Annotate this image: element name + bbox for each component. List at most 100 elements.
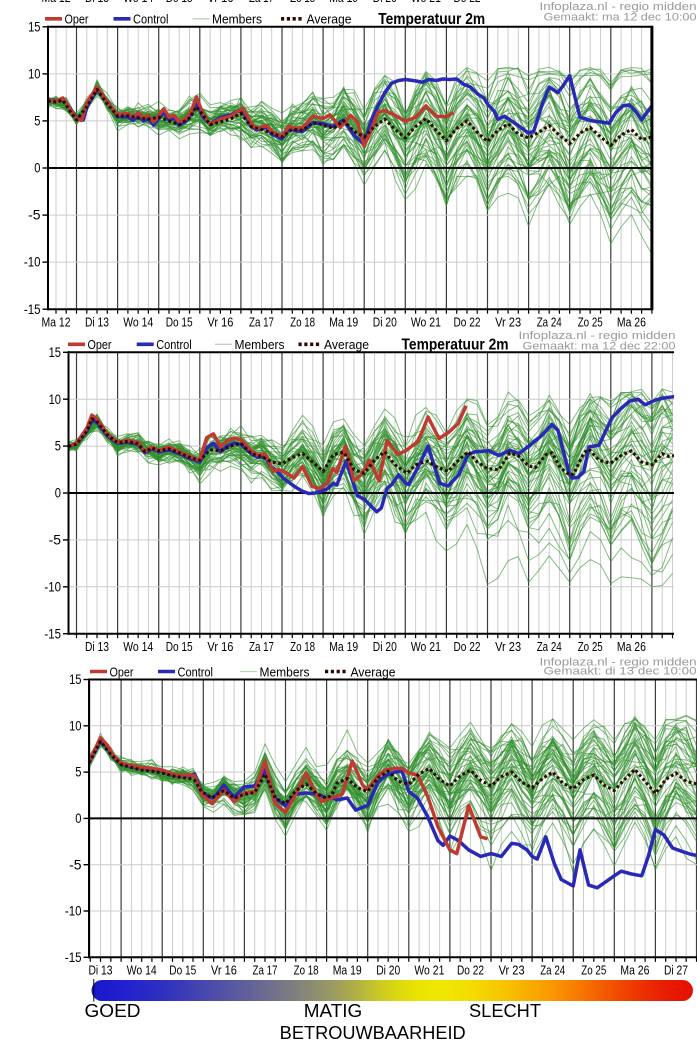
- svg-text:5: 5: [75, 765, 81, 780]
- svg-text:Average: Average: [324, 337, 369, 352]
- svg-text:Di 20: Di 20: [373, 315, 397, 330]
- svg-text:Do 15: Do 15: [166, 0, 193, 5]
- svg-text:0: 0: [55, 486, 61, 501]
- svg-text:15: 15: [28, 19, 40, 34]
- svg-text:GOED: GOED: [85, 1001, 141, 1021]
- svg-text:15: 15: [69, 672, 81, 687]
- svg-text:-10: -10: [24, 255, 41, 270]
- svg-text:Do 15: Do 15: [166, 315, 193, 330]
- svg-text:Temperatuur 2m: Temperatuur 2m: [402, 337, 509, 354]
- svg-text:Zo 25: Zo 25: [578, 315, 603, 330]
- svg-text:Zo 18: Zo 18: [290, 639, 315, 654]
- svg-text:Ma 26: Ma 26: [620, 963, 649, 978]
- svg-text:Vr 16: Vr 16: [207, 315, 233, 330]
- svg-text:Wo 21: Wo 21: [411, 315, 441, 330]
- svg-text:Wo 21: Wo 21: [411, 639, 441, 654]
- svg-text:Oper: Oper: [110, 664, 135, 679]
- svg-text:Za 17: Za 17: [249, 0, 274, 5]
- svg-text:Wo 14: Wo 14: [123, 315, 153, 330]
- svg-text:Za 24: Za 24: [540, 963, 565, 978]
- svg-text:Ma 12: Ma 12: [42, 315, 71, 330]
- svg-text:Do 22: Do 22: [454, 0, 481, 5]
- svg-text:Vr 23: Vr 23: [495, 639, 521, 654]
- svg-text:Members: Members: [212, 12, 262, 27]
- svg-text:Wo 21: Wo 21: [411, 0, 441, 5]
- svg-text:Di 20: Di 20: [373, 639, 397, 654]
- svg-text:Ma 26: Ma 26: [617, 315, 646, 330]
- svg-text:Zo 18: Zo 18: [290, 0, 315, 5]
- svg-text:-15: -15: [65, 950, 82, 965]
- svg-text:Do 22: Do 22: [457, 963, 484, 978]
- svg-text:Gemaakt: ma 12 dec 10:00: Gemaakt: ma 12 dec 10:00: [544, 12, 697, 24]
- svg-text:-15: -15: [44, 626, 61, 641]
- svg-text:Di 20: Di 20: [373, 0, 397, 5]
- svg-text:Control: Control: [178, 664, 214, 679]
- svg-text:Infoplaza.nl - regio midden: Infoplaza.nl - regio midden: [519, 330, 676, 342]
- svg-text:Za 24: Za 24: [537, 315, 562, 330]
- svg-text:Wo 14: Wo 14: [127, 963, 157, 978]
- svg-text:0: 0: [75, 811, 81, 826]
- svg-text:Wo 14: Wo 14: [123, 0, 153, 5]
- svg-text:Za 17: Za 17: [249, 315, 274, 330]
- svg-text:-10: -10: [44, 579, 61, 594]
- svg-text:0: 0: [34, 161, 40, 176]
- svg-text:Infoplaza.nl - regio midden: Infoplaza.nl - regio midden: [540, 1, 697, 13]
- svg-text:10: 10: [49, 392, 61, 407]
- svg-text:Di 13: Di 13: [85, 0, 109, 5]
- svg-text:Vr 16: Vr 16: [207, 639, 233, 654]
- svg-text:Ma 19: Ma 19: [329, 639, 358, 654]
- svg-text:SLECHT: SLECHT: [469, 1001, 541, 1021]
- svg-text:Average: Average: [351, 664, 396, 679]
- svg-text:Wo 21: Wo 21: [414, 963, 444, 978]
- svg-text:Members: Members: [260, 664, 310, 679]
- svg-text:-5: -5: [28, 208, 40, 223]
- svg-text:Vr 16: Vr 16: [211, 963, 237, 978]
- svg-text:Za 24: Za 24: [537, 639, 562, 654]
- svg-text:Ma 12: Ma 12: [42, 0, 71, 5]
- svg-text:BETROUWBAARHEID: BETROUWBAARHEID: [280, 1023, 466, 1043]
- svg-text:-5: -5: [49, 533, 61, 548]
- svg-text:Di 27: Di 27: [664, 963, 688, 978]
- svg-text:Gemaakt: ma 12 dec 22:00: Gemaakt: ma 12 dec 22:00: [523, 341, 676, 353]
- svg-text:10: 10: [69, 718, 81, 733]
- svg-text:Infoplaza.nl - regio midden: Infoplaza.nl - regio midden: [540, 657, 697, 669]
- svg-text:Vr 16: Vr 16: [207, 0, 233, 5]
- svg-text:Wo 14: Wo 14: [123, 639, 153, 654]
- svg-text:Temperatuur 2m: Temperatuur 2m: [378, 11, 485, 28]
- svg-text:Ma 19: Ma 19: [329, 315, 358, 330]
- svg-text:Di 20: Di 20: [376, 963, 400, 978]
- svg-text:Zo 18: Zo 18: [294, 963, 319, 978]
- svg-text:Za 17: Za 17: [249, 639, 274, 654]
- svg-text:Ma 26: Ma 26: [617, 639, 646, 654]
- svg-text:Control: Control: [156, 337, 192, 352]
- svg-text:Members: Members: [235, 337, 285, 352]
- svg-text:Di 13: Di 13: [85, 639, 109, 654]
- svg-text:Oper: Oper: [88, 337, 113, 352]
- svg-text:Ma 19: Ma 19: [333, 963, 362, 978]
- svg-text:10: 10: [28, 67, 40, 82]
- svg-text:-5: -5: [69, 857, 81, 872]
- svg-text:MATIG: MATIG: [304, 1001, 363, 1021]
- svg-text:Zo 25: Zo 25: [581, 963, 606, 978]
- svg-text:Zo 25: Zo 25: [578, 639, 603, 654]
- svg-text:5: 5: [55, 439, 61, 454]
- svg-text:Di 13: Di 13: [85, 315, 109, 330]
- svg-text:-15: -15: [24, 302, 41, 317]
- svg-text:Oper: Oper: [65, 12, 90, 27]
- svg-text:-10: -10: [65, 904, 82, 919]
- svg-text:Do 15: Do 15: [166, 639, 193, 654]
- svg-text:Za 17: Za 17: [253, 963, 278, 978]
- svg-text:Zo 18: Zo 18: [290, 315, 315, 330]
- svg-text:Do 22: Do 22: [454, 639, 481, 654]
- svg-text:Vr 23: Vr 23: [495, 315, 521, 330]
- svg-text:Ma 19: Ma 19: [329, 0, 358, 5]
- svg-text:Control: Control: [133, 12, 169, 27]
- svg-text:Di 13: Di 13: [89, 963, 113, 978]
- svg-text:Gemaakt: di 13 dec 10:00: Gemaakt: di 13 dec 10:00: [544, 666, 697, 678]
- svg-text:Do 15: Do 15: [169, 963, 196, 978]
- svg-text:5: 5: [34, 114, 40, 129]
- svg-text:15: 15: [49, 345, 61, 360]
- svg-text:Average: Average: [307, 12, 352, 27]
- svg-text:Vr 23: Vr 23: [499, 963, 525, 978]
- svg-text:Do 22: Do 22: [454, 315, 481, 330]
